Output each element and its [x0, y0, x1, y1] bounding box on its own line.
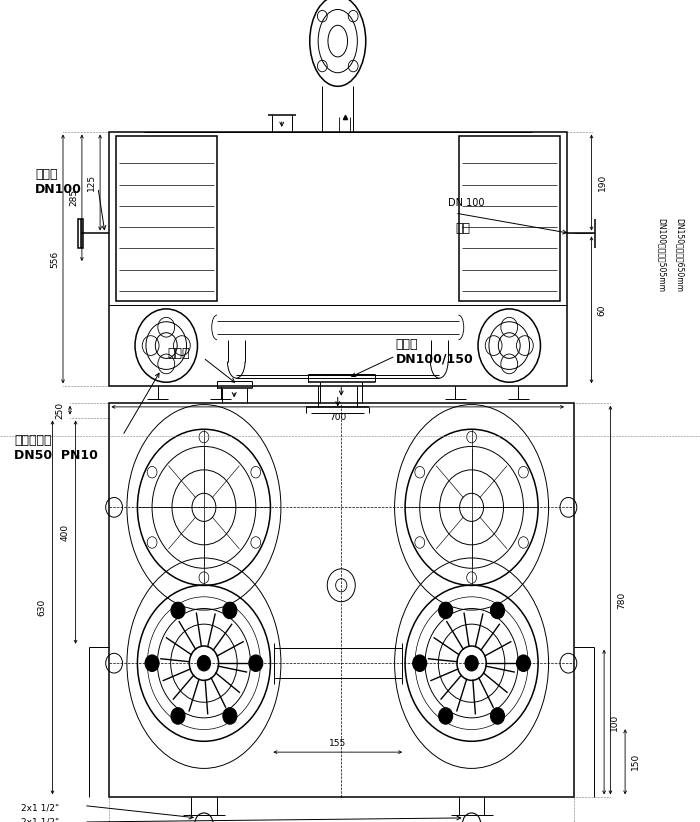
Text: 2x1 1/2": 2x1 1/2" [21, 804, 59, 813]
Text: DN150进水量小650mm: DN150进水量小650mm [675, 218, 683, 292]
Text: 压力排水口
DN50  PN10: 压力排水口 DN50 PN10 [14, 434, 98, 462]
Bar [116, 136, 217, 301]
Text: 556: 556 [50, 251, 59, 267]
Circle shape [465, 655, 478, 671]
Text: 100: 100 [610, 713, 619, 731]
Circle shape [171, 603, 185, 619]
Circle shape [145, 655, 159, 672]
Circle shape [171, 708, 185, 724]
Bar [458, 136, 560, 301]
Text: 155: 155 [329, 740, 346, 748]
Text: 进水口
DN100/150: 进水口 DN100/150 [395, 338, 473, 366]
Bar [108, 132, 567, 386]
Text: 285: 285 [69, 189, 78, 206]
Circle shape [491, 708, 505, 724]
Text: 60: 60 [598, 304, 606, 316]
Text: 通气孔: 通气孔 [167, 347, 190, 360]
Text: 125: 125 [88, 174, 96, 191]
Circle shape [491, 603, 505, 619]
Text: 780: 780 [617, 592, 626, 608]
Text: 进口: 进口 [455, 222, 470, 235]
Text: DN 100: DN 100 [448, 198, 484, 208]
Text: 150: 150 [631, 753, 640, 770]
Circle shape [248, 655, 262, 672]
Text: 400: 400 [61, 524, 69, 541]
Circle shape [197, 655, 211, 671]
Circle shape [517, 655, 531, 672]
Circle shape [223, 708, 237, 724]
Circle shape [223, 603, 237, 619]
Text: 630: 630 [38, 598, 46, 616]
Text: 190: 190 [598, 174, 606, 191]
Text: 250: 250 [55, 402, 64, 418]
Circle shape [439, 603, 453, 619]
Text: 2x1 1/2": 2x1 1/2" [21, 818, 59, 822]
Bar [108, 403, 574, 797]
Circle shape [413, 655, 427, 672]
Text: 700: 700 [329, 413, 346, 422]
Text: DN100进水量小505mm: DN100进水量小505mm [657, 218, 666, 292]
Bar [78, 219, 83, 248]
Text: 进水口
DN100: 进水口 DN100 [35, 169, 82, 196]
Circle shape [439, 708, 453, 724]
